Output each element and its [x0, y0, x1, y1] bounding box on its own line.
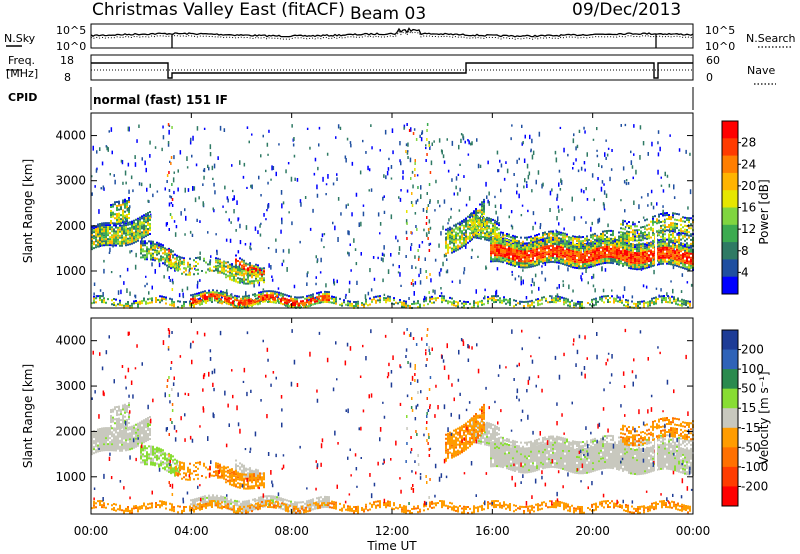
y-tick-label: 3000: [55, 174, 86, 188]
colorbar-segment: [722, 466, 738, 487]
colorbar-segment: [722, 447, 738, 468]
colorbar-segment: [722, 369, 738, 390]
velocity-cells: [91, 334, 694, 514]
nave-tick-bottom: 0: [706, 71, 713, 84]
cpid-mode: normal (fast) 151 IF: [93, 93, 228, 107]
colorbar-tick: 15: [741, 401, 756, 415]
y-tick-label: 2000: [55, 424, 86, 438]
colorbar-segment: [722, 427, 738, 448]
colorbar-segment: [722, 155, 738, 174]
y-tick-label: 4000: [55, 129, 86, 143]
noise-tick-bottom-right: 10^0: [705, 40, 735, 53]
colorbar-segment: [722, 349, 738, 370]
velocity-cells: [166, 358, 430, 490]
colorbar-tick: 24: [741, 157, 756, 171]
noise-panel: N.Sky 10^5 10^0 10^5 10^0 N.Search: [4, 23, 796, 53]
velocity-panel: 4000 3000 2000 1000 Slant Range [km]: [21, 317, 694, 515]
y-tick-label: 2000: [55, 219, 86, 233]
power-data: [91, 123, 695, 309]
station-title: Christmas Valley East (fitACF): [92, 0, 345, 20]
colorbar-segment: [722, 242, 738, 260]
velocity-cells: [91, 346, 694, 514]
velocity-cells: [171, 352, 431, 505]
velocity-colorbar: 200 100 50 15 -15 -50 -100 -200: [721, 329, 768, 507]
x-tick-label: 08:00: [274, 524, 309, 538]
colorbar-tick: 12: [741, 222, 756, 236]
x-tick-label: 12:00: [375, 524, 410, 538]
power-cells: [91, 150, 694, 309]
x-tick-label: 04:00: [174, 524, 209, 538]
colorbar-tick: 16: [741, 201, 756, 215]
colorbar-tick: 20: [741, 179, 756, 193]
noise-tick-top-right: 10^5: [705, 24, 735, 37]
velocity-colorbar-label: Velocity [m s⁻¹]: [757, 371, 771, 464]
noise-search-line: [90, 29, 694, 40]
colorbar-segment: [722, 121, 738, 139]
freq-tick-top: 18: [60, 54, 74, 67]
colorbar-tick: 4: [741, 265, 749, 279]
colorbar-segment: [722, 207, 738, 226]
power-colorbar-label: Power [dB]: [757, 179, 771, 244]
power-ylabel: Slant Range [km]: [21, 159, 35, 263]
colorbar-tick: -50: [741, 440, 761, 454]
x-tick-label: 20:00: [575, 524, 610, 538]
freq-panel: Freq. [MHz] 18 8 60 0 Nave: [6, 54, 776, 85]
colorbar-segment: [722, 276, 738, 295]
y-tick-label: 1000: [55, 470, 86, 484]
colorbar-segment: [722, 172, 738, 191]
colorbar-tick: -15: [741, 421, 761, 435]
noise-left-label: N.Sky: [4, 32, 36, 45]
colorbar-tick: 28: [741, 136, 756, 150]
colorbar-segment: [722, 190, 738, 208]
nave-tick-top: 60: [706, 54, 720, 67]
colorbar-tick: 50: [741, 382, 756, 396]
noise-sky-line: [90, 27, 694, 48]
colorbar-segment: [722, 259, 738, 278]
cpid-label: CPID: [8, 91, 37, 104]
colorbar-segment: [722, 388, 738, 409]
nave-label: Nave: [747, 64, 775, 77]
colorbar-tick: 8: [741, 244, 749, 258]
colorbar-segment: [722, 486, 738, 507]
colorbar-segment: [722, 138, 738, 157]
freq-label: Freq.: [8, 54, 35, 67]
colorbar-tick: -200: [741, 479, 768, 493]
colorbar-segment: [722, 330, 738, 351]
velocity-cells: [170, 328, 432, 463]
x-tick-label: 00:00: [676, 524, 711, 538]
colorbar-segment: [722, 408, 738, 429]
x-axis-label: Time UT: [366, 539, 417, 553]
beam-label: Beam 03: [350, 4, 426, 24]
noise-right-label: N.Search: [746, 32, 796, 45]
y-tick-label: 1000: [55, 264, 86, 278]
date-label: 09/Dec/2013: [572, 0, 681, 20]
freq-line: [91, 62, 693, 79]
colorbar-tick: 200: [741, 343, 764, 357]
colorbar-segment: [722, 224, 738, 243]
freq-unit-label: [MHz]: [6, 67, 38, 80]
colorbar-tick: 100: [741, 362, 764, 376]
velocity-data: [91, 328, 694, 514]
x-tick-label: 16:00: [475, 524, 510, 538]
power-panel: 4000 3000 2000 1000 Slant Range [km]: [21, 112, 695, 309]
noise-tick-bottom: 10^0: [56, 40, 86, 53]
noise-tick-top: 10^5: [56, 24, 86, 37]
power-colorbar: 28 24 20 16 12 8 4: [721, 120, 756, 295]
x-tick-label: 00:00: [74, 524, 109, 538]
y-tick-label: 3000: [55, 379, 86, 393]
colorbar-tick: -100: [741, 460, 768, 474]
freq-tick-bottom: 8: [64, 71, 71, 84]
power-cells: [95, 138, 694, 309]
velocity-ylabel: Slant Range [km]: [21, 364, 35, 468]
y-tick-label: 4000: [55, 334, 86, 348]
